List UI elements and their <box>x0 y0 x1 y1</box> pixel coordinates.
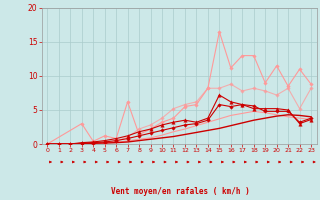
Text: Vent moyen/en rafales ( km/h ): Vent moyen/en rafales ( km/h ) <box>111 187 250 196</box>
